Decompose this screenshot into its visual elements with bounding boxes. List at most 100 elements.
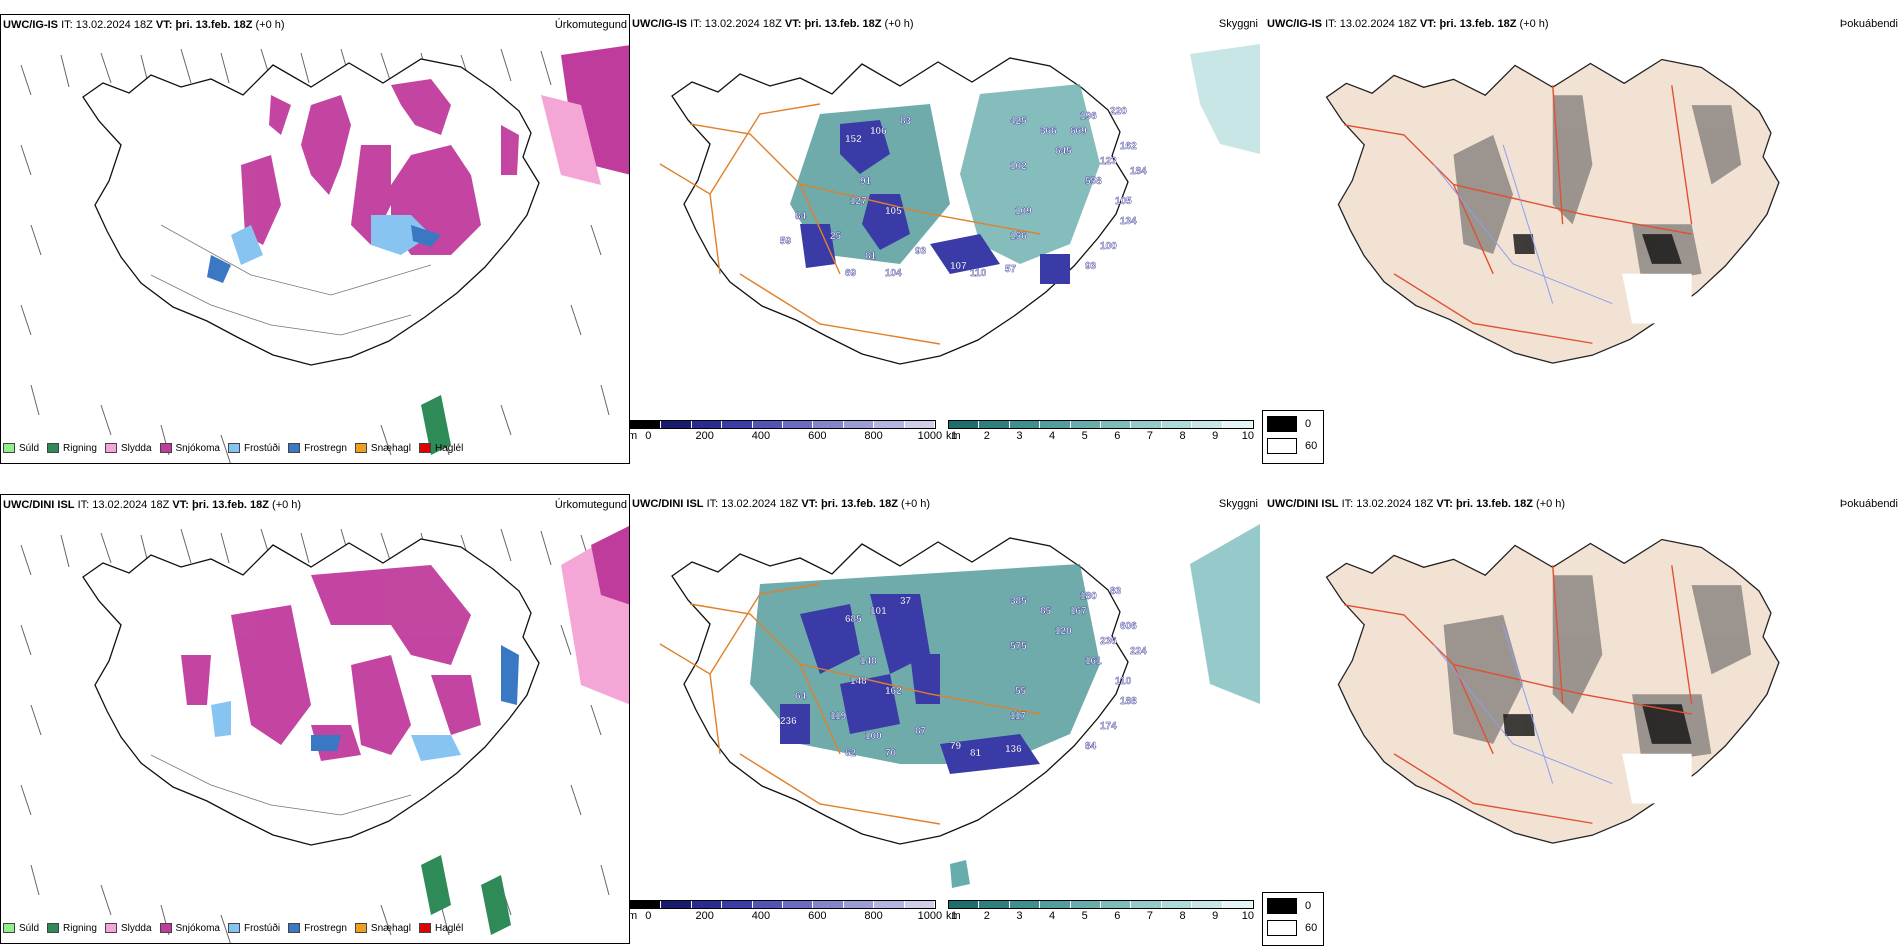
visibility-colorbar-ticks: km 1 2 3 4 5 6 7 8 9 10 <box>946 429 1254 443</box>
ceiling-value-label: 669 <box>1070 126 1087 137</box>
colorbar-tick: 6 <box>1114 430 1121 442</box>
vt-label: VT: <box>172 499 189 511</box>
ceiling-value-label: 106 <box>870 126 887 137</box>
colorbar-segment <box>843 421 875 428</box>
colorbar-tick: 5 <box>1081 430 1088 442</box>
colorbar-segment <box>949 901 980 908</box>
ceiling-value-label: 62 <box>845 748 857 759</box>
legend-item-haglel: Haglél <box>418 442 464 454</box>
it-value: 13.02.2024 18Z <box>75 19 153 31</box>
colorbar-tick: 3 <box>1016 430 1023 442</box>
model-name: UWC/IG-IS <box>3 19 58 31</box>
ceiling-value-label: 156 <box>1010 231 1027 242</box>
fog-legend-item: 0 <box>1267 416 1311 432</box>
ceiling-value-label: 162 <box>885 686 902 697</box>
legend-label: Rigning <box>63 442 97 454</box>
legend-item-slydda: Slydda <box>104 922 152 934</box>
vt-label: VT: <box>801 498 818 510</box>
colorbar-tick: 9 <box>1212 910 1219 922</box>
colorbar-tick: 1 <box>951 910 958 922</box>
it-label: IT: <box>77 499 90 511</box>
legend-item-frostudi: Frostúði <box>227 443 280 454</box>
colorbar-tick: 0 <box>645 910 652 922</box>
precip-legend: Súld Rigning Slydda Snjókoma Frostúði Fr… <box>3 919 463 937</box>
it-label: IT: <box>1341 498 1354 510</box>
vt-value: þri. 13.feb. 18Z <box>820 498 898 510</box>
ceiling-colorbar: m 0 200 400 600 800 1000 <box>630 900 942 930</box>
colorbar-segment <box>979 421 1010 428</box>
visibility-colorbar: km 1 2 3 4 5 6 7 8 9 10 <box>946 420 1254 450</box>
ceiling-value-label: 117 <box>1010 711 1027 722</box>
colorbar-segment <box>1070 421 1102 428</box>
fog-map-top <box>1265 25 1895 464</box>
colorbar-tick: 1000 <box>917 910 943 922</box>
ceiling-value-label: 105 <box>885 206 902 217</box>
legend-item-snaehagl: Snæhagl <box>354 442 411 454</box>
panel-title: Úrkomutegund <box>554 19 627 31</box>
ceiling-labels-bottom: 685 101 148 162 148 100 62 70 87 79 81 136 55 117 120 1… <box>780 586 1148 759</box>
colorbar-segment <box>813 901 844 908</box>
ceiling-value-label: 180 <box>1080 591 1097 602</box>
legend-label: Slydda <box>120 922 152 934</box>
panel-title: Þokuábendi <box>1839 18 1898 30</box>
ceiling-value-label: 425 <box>1010 116 1027 127</box>
legend-item-sud: Súld <box>3 923 39 934</box>
visibility-map-bottom <box>630 504 1260 944</box>
precip-map-bottom <box>1 505 629 943</box>
legend-item-frostregn: Frostregn <box>288 443 347 454</box>
it-value: 13.02.2024 18Z <box>721 498 799 510</box>
legend-label: Snæhagl <box>370 442 411 454</box>
colorbar-tick: 10 <box>1241 910 1254 922</box>
legend-label: Slydda <box>120 442 152 454</box>
ceiling-colorbar-bar <box>630 900 936 909</box>
fog-legend-bottom: 0 60 <box>1262 892 1324 946</box>
legend-item-snjokoma: Snjókoma <box>159 443 220 454</box>
colorbar-tick: 9 <box>1212 430 1219 442</box>
vt-value: þri. 13.feb. 18Z <box>1439 18 1517 30</box>
colorbar-segment <box>904 421 936 428</box>
legend-item-rigning: Rigning <box>47 923 97 934</box>
ceiling-colorbar-ticks: m 0 200 400 600 800 1000 <box>630 909 942 923</box>
visibility-colorbar-bar <box>948 900 1254 909</box>
ceiling-value-label: 83 <box>1110 586 1122 597</box>
legend-label: Snæhagl <box>370 922 411 934</box>
header-top-precip: UWC/IG-IS IT: 13.02.2024 18Z VT: þri. 13… <box>3 19 285 31</box>
colorbar-tick: 7 <box>1146 430 1154 442</box>
colorbar-segment <box>874 421 905 428</box>
ceiling-value-label: 57 <box>1005 264 1017 275</box>
it-value: 13.02.2024 18Z <box>92 499 170 511</box>
it-value: 13.02.2024 18Z <box>704 18 782 30</box>
legend-swatch <box>288 443 301 453</box>
ceiling-value-label: 93 <box>1085 261 1097 272</box>
visibility-colorbar: km 1 2 3 4 5 6 7 8 9 10 <box>946 900 1254 930</box>
legend-swatch <box>159 923 172 933</box>
legend-swatch <box>418 443 431 453</box>
colorbar-segment <box>691 421 723 428</box>
colorbar-tick: 1 <box>951 430 958 442</box>
ceiling-value-label: 236 <box>1100 636 1117 647</box>
ceiling-value-label: 87 <box>915 726 927 737</box>
colorbar-segment <box>661 901 692 908</box>
model-name: UWC/DINI ISL <box>1267 498 1339 510</box>
colorbar-segment <box>783 421 814 428</box>
ceiling-value-label: 84 <box>1085 741 1097 752</box>
ceiling-value-label: 152 <box>845 134 862 145</box>
fog-map-bottom <box>1265 505 1895 944</box>
ceiling-value-label: 161 <box>1085 656 1102 667</box>
colorbar-tick: 2 <box>983 910 990 922</box>
colorbar-tick: 4 <box>1048 910 1056 922</box>
legend-label: Rigning <box>63 922 97 934</box>
legend-item-frostudi: Frostúði <box>227 923 280 934</box>
legend-item-slydda: Slydda <box>104 442 152 454</box>
colorbar-tick: 2 <box>983 430 990 442</box>
colorbar-unit: km <box>946 910 961 922</box>
header-bottom-precip: UWC/DINI ISL IT: 13.02.2024 18Z VT: þri.… <box>3 499 301 511</box>
legend-label: Haglél <box>434 442 464 454</box>
offset: (+0 h) <box>901 498 931 510</box>
colorbar-segment <box>1192 421 1223 428</box>
ceiling-value-label: 64 <box>795 691 807 702</box>
ceiling-value-label: 79 <box>950 741 962 752</box>
model-name: UWC/DINI ISL <box>3 499 75 511</box>
offset: (+0 h) <box>1519 18 1549 30</box>
